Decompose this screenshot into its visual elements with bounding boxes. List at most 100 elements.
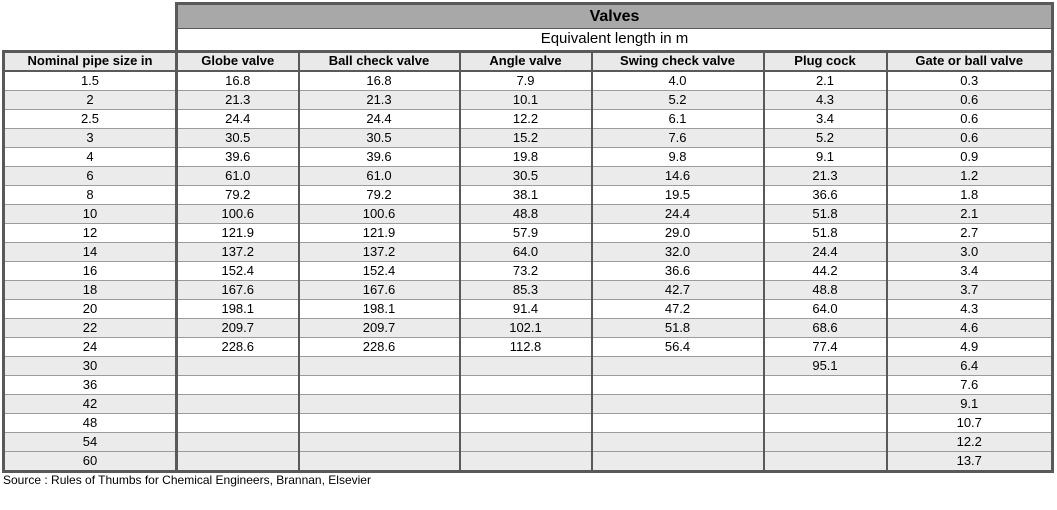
table-row: 2.5 24.4 24.4 12.2 6.1 3.4 0.6 — [2, 109, 1054, 129]
value-cell: 51.8 — [590, 318, 765, 338]
pipe-size-cell: 30 — [2, 356, 178, 376]
value-cell: 198.1 — [297, 299, 461, 319]
table-row: 2 21.3 21.3 10.1 5.2 4.3 0.6 — [2, 90, 1054, 110]
value-cell — [762, 413, 888, 433]
value-cell: 9.1 — [762, 147, 888, 167]
value-cell: 21.3 — [762, 166, 888, 186]
value-cell: 3.4 — [885, 261, 1054, 281]
value-cell: 10.1 — [458, 90, 593, 110]
value-cell: 3.4 — [762, 109, 888, 129]
table-row: 12 121.9 121.9 57.9 29.0 51.8 2.7 — [2, 223, 1054, 243]
value-cell — [590, 375, 765, 395]
value-cell: 48.8 — [458, 204, 593, 224]
value-cell — [590, 356, 765, 376]
pipe-size-cell: 6 — [2, 166, 178, 186]
pipe-size-cell: 2.5 — [2, 109, 178, 129]
value-cell: 3.0 — [885, 242, 1054, 262]
pipe-size-cell: 42 — [2, 394, 178, 414]
table-row: 1.5 16.8 16.8 7.9 4.0 2.1 0.3 — [2, 70, 1054, 91]
value-cell: 12.2 — [885, 432, 1054, 452]
value-cell — [297, 451, 461, 473]
value-cell: 102.1 — [458, 318, 593, 338]
value-cell — [175, 375, 300, 395]
value-cell: 30.5 — [458, 166, 593, 186]
empty-corner — [3, 3, 177, 29]
value-cell: 0.3 — [885, 70, 1054, 91]
value-cell — [458, 451, 593, 473]
table-row: 24 228.6 228.6 112.8 56.4 77.4 4.9 — [2, 337, 1054, 357]
table-row: 20 198.1 198.1 91.4 47.2 64.0 4.3 — [2, 299, 1054, 319]
column-header-row: Nominal pipe size in Globe valve Ball chec… — [2, 50, 1054, 72]
value-cell — [762, 432, 888, 452]
value-cell: 39.6 — [175, 147, 300, 167]
pipe-size-cell: 12 — [2, 223, 178, 243]
table-row: 30 95.1 6.4 — [2, 356, 1054, 376]
value-cell — [297, 413, 461, 433]
value-cell: 100.6 — [175, 204, 300, 224]
value-cell: 47.2 — [590, 299, 765, 319]
value-cell — [762, 375, 888, 395]
table-row: 18 167.6 167.6 85.3 42.7 48.8 3.7 — [2, 280, 1054, 300]
value-cell: 1.2 — [885, 166, 1054, 186]
value-cell: 4.3 — [885, 299, 1054, 319]
value-cell: 57.9 — [458, 223, 593, 243]
table-row: 4 39.6 39.6 19.8 9.8 9.1 0.9 — [2, 147, 1054, 167]
pipe-size-cell: 36 — [2, 375, 178, 395]
value-cell: 21.3 — [175, 90, 300, 110]
table-subtitle: Equivalent length in m — [175, 28, 1054, 53]
value-cell: 2.7 — [885, 223, 1054, 243]
value-cell: 91.4 — [458, 299, 593, 319]
value-cell — [297, 356, 461, 376]
empty-corner — [3, 28, 177, 52]
column-header-5: Plug cock — [762, 50, 888, 72]
column-header-4: Swing check valve — [590, 50, 765, 72]
value-cell: 3.7 — [885, 280, 1054, 300]
value-cell: 21.3 — [297, 90, 461, 110]
value-cell: 0.9 — [885, 147, 1054, 167]
value-cell: 100.6 — [297, 204, 461, 224]
pipe-size-cell: 10 — [2, 204, 178, 224]
value-cell: 39.6 — [297, 147, 461, 167]
value-cell: 61.0 — [175, 166, 300, 186]
value-cell: 64.0 — [762, 299, 888, 319]
source-note: Source : Rules of Thumbs for Chemical En… — [3, 473, 371, 487]
value-cell: 19.8 — [458, 147, 593, 167]
value-cell — [590, 451, 765, 473]
pipe-size-cell: 18 — [2, 280, 178, 300]
value-cell: 15.2 — [458, 128, 593, 148]
value-cell: 112.8 — [458, 337, 593, 357]
title-row: Valves — [3, 2, 1054, 29]
value-cell: 61.0 — [297, 166, 461, 186]
value-cell: 79.2 — [297, 185, 461, 205]
table-row: 8 79.2 79.2 38.1 19.5 36.6 1.8 — [2, 185, 1054, 205]
value-cell: 5.2 — [762, 128, 888, 148]
value-cell — [590, 432, 765, 452]
value-cell: 5.2 — [590, 90, 765, 110]
value-cell: 209.7 — [297, 318, 461, 338]
table-row: 48 10.7 — [2, 413, 1054, 433]
value-cell: 12.2 — [458, 109, 593, 129]
table-row: 10 100.6 100.6 48.8 24.4 51.8 2.1 — [2, 204, 1054, 224]
value-cell — [175, 394, 300, 414]
value-cell: 14.6 — [590, 166, 765, 186]
table-title: Valves — [175, 2, 1054, 29]
value-cell — [458, 356, 593, 376]
value-cell: 16.8 — [297, 70, 461, 91]
table-row: 42 9.1 — [2, 394, 1054, 414]
value-cell: 10.7 — [885, 413, 1054, 433]
value-cell: 24.4 — [762, 242, 888, 262]
value-cell: 121.9 — [175, 223, 300, 243]
value-cell: 32.0 — [590, 242, 765, 262]
value-cell: 24.4 — [175, 109, 300, 129]
value-cell: 19.5 — [590, 185, 765, 205]
column-header-1: Globe valve — [175, 50, 300, 72]
value-cell: 7.9 — [458, 70, 593, 91]
table-row: 54 12.2 — [2, 432, 1054, 452]
pipe-size-cell: 16 — [2, 261, 178, 281]
table-row: 22 209.7 209.7 102.1 51.8 68.6 4.6 — [2, 318, 1054, 338]
value-cell: 167.6 — [175, 280, 300, 300]
pipe-size-cell: 60 — [2, 451, 178, 473]
value-cell: 30.5 — [297, 128, 461, 148]
value-cell — [175, 451, 300, 473]
value-cell: 48.8 — [762, 280, 888, 300]
